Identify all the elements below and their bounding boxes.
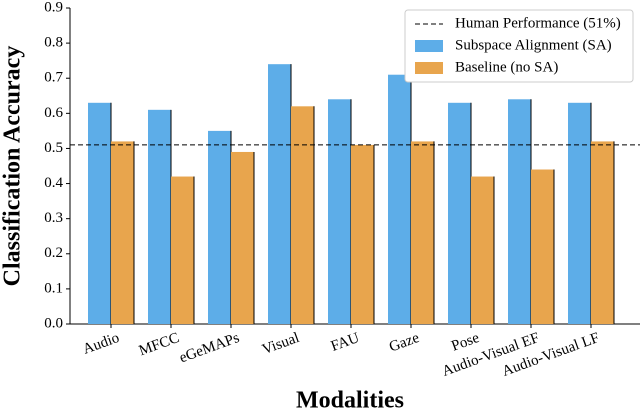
y-axis-title: Classification Accuracy [0,46,26,287]
y-tick-label: 0.1 [44,280,63,296]
x-tick-label: Gaze [387,330,422,356]
x-tick-label: FAU [329,330,362,355]
bar [448,102,471,324]
x-tick-label: MFCC [137,330,182,359]
y-tick-label: 0.7 [44,70,63,86]
bar [231,151,254,324]
legend-box [404,9,634,83]
x-axis-title: Modalities [296,388,404,414]
bar [268,64,291,324]
bar [328,99,351,325]
bar [388,74,411,324]
legend-swatch [415,62,443,74]
bar [88,102,111,324]
y-tick-label: 0.9 [44,0,63,15]
bar [568,102,591,324]
bar [531,169,554,324]
y-tick-label: 0.8 [44,35,63,51]
y-tick-label: 0.6 [44,105,63,121]
x-tick-label: Visual [260,330,301,358]
bar [148,109,171,324]
bar [171,176,194,324]
bar [208,130,231,324]
legend-swatch [415,40,443,52]
bar [411,141,434,324]
bar [351,144,374,324]
bar [508,99,531,325]
bar [111,141,134,324]
bar [471,176,494,324]
x-tick-label: eGeMAPs [177,330,241,366]
y-tick-label: 0.3 [44,210,63,226]
y-tick-label: 0.2 [44,245,63,261]
y-tick-label: 0.5 [44,140,63,156]
y-tick-label: 0.4 [44,175,63,191]
legend-label: Subspace Alignment (SA) [455,37,612,53]
x-tick-label: Audio [81,330,122,358]
y-tick-label: 0.0 [44,315,63,331]
legend-label: Baseline (no SA) [455,59,558,75]
bar [591,141,614,324]
bar [291,106,314,324]
legend-label: Human Performance (51%) [455,15,621,31]
